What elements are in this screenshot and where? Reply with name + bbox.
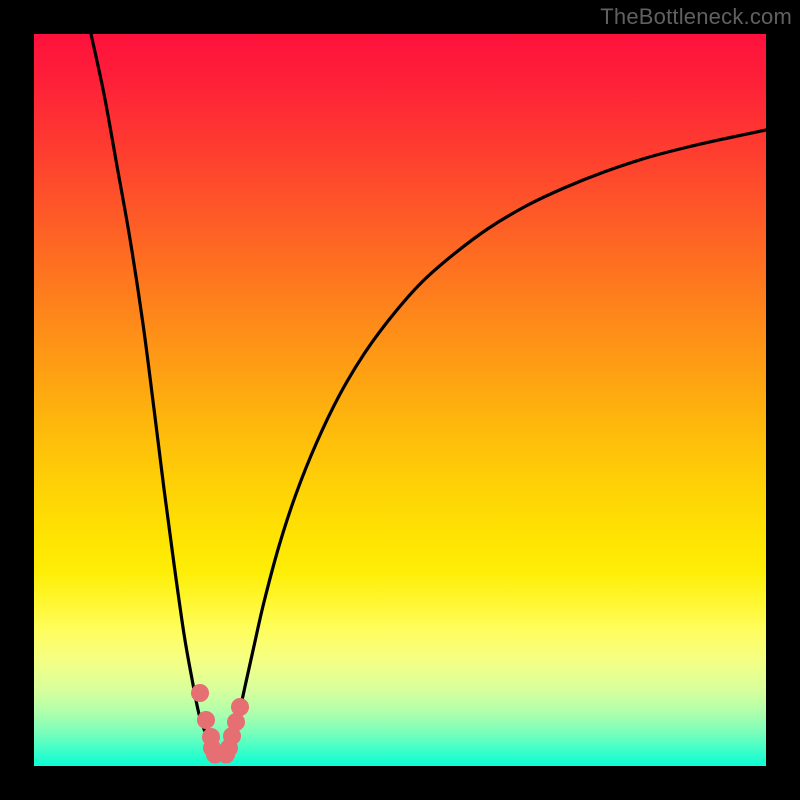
curve-marker xyxy=(191,684,209,702)
curve-marker xyxy=(197,711,215,729)
plot-area xyxy=(34,34,766,766)
bottleneck-curve xyxy=(34,34,766,766)
chart-container: TheBottleneck.com xyxy=(0,0,800,800)
curve-marker xyxy=(231,698,249,716)
watermark-text: TheBottleneck.com xyxy=(600,4,792,30)
